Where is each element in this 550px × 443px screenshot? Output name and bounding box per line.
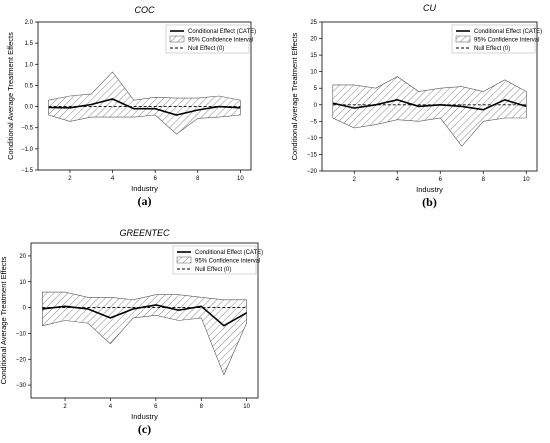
cate-line (332, 98, 527, 111)
y-tick-label: −30 (16, 383, 27, 389)
y-tick-label: −0.5 (21, 126, 34, 132)
legend-label: Conditional Effect (CATE) (195, 250, 263, 256)
x-tick-label: 2 (353, 177, 357, 183)
x-tick-label: 10 (523, 177, 530, 183)
x-tick-label: 8 (196, 176, 200, 182)
cate-line (48, 98, 241, 116)
y-tick-label: 0 (23, 306, 27, 312)
y-tick-label: 10 (19, 280, 26, 286)
x-axis-label: Industry (131, 412, 158, 421)
chart-title: COC (135, 5, 156, 15)
y-axis-label: Conditional Average Treatment Effects (290, 32, 299, 160)
y-tick-label: −20 (307, 169, 318, 175)
cate-line (42, 304, 247, 327)
legend-label: Null Effect (0) (474, 46, 510, 52)
y-tick-label: 25 (310, 20, 317, 26)
x-axis-label: Industry (416, 185, 443, 194)
chart-title: CU (423, 3, 436, 13)
x-axis-label: Industry (131, 184, 158, 193)
confidence-band (332, 76, 527, 147)
x-tick-label: 4 (396, 177, 400, 183)
x-tick-label: 10 (243, 404, 250, 410)
y-axis-label: Conditional Average Treatment Effects (6, 32, 15, 160)
panel-label: (a) (138, 194, 152, 208)
y-tick-label: 0.5 (25, 83, 34, 89)
panel-label: (c) (138, 422, 151, 436)
x-tick-label: 2 (68, 176, 72, 182)
legend-swatch-ci (169, 35, 185, 43)
y-axis-label: Conditional Average Treatment Effects (0, 256, 8, 384)
y-tick-label: 1.5 (25, 41, 34, 47)
plot-frame (321, 21, 538, 172)
confidence-band (48, 71, 241, 135)
legend-label: Conditional Effect (CATE) (474, 29, 542, 35)
y-tick-label: 10 (310, 70, 317, 76)
chart-panel-2: 2 4 6 8 10 −30 −20 −10 0 10 20 GREENTEC Industry Cond… (0, 228, 263, 436)
x-tick-label: 6 (153, 176, 157, 182)
y-tick-label: 20 (310, 37, 317, 43)
x-tick-label: 2 (63, 404, 67, 410)
y-tick-label: 20 (19, 254, 26, 260)
chart-panel-1: 2 4 6 8 10 −20 −15 −10 −5 0 5 10 15 20 25 CU Industry Con… (290, 3, 542, 209)
chart-panel-0: 2 4 6 8 10 −1.5 −1.0 −0.5 0.0 0.5 1.0 1.5 2.0 COC Indu… (6, 5, 256, 208)
y-tick-label: −1.0 (21, 147, 34, 153)
panel-label: (b) (422, 195, 437, 209)
legend-label: 95% Confidence Interval (188, 38, 253, 44)
y-tick-label: 0.0 (25, 105, 34, 111)
legend-label: 95% Confidence Interval (474, 38, 539, 44)
legend-label: Conditional Effect (CATE) (188, 29, 256, 35)
legend-swatch-ci (455, 35, 471, 43)
y-tick-label: 15 (310, 53, 317, 59)
x-tick-label: 8 (482, 177, 486, 183)
confidence-band (42, 291, 247, 376)
x-tick-label: 4 (109, 404, 113, 410)
y-tick-label: −10 (307, 136, 318, 142)
y-tick-label: 0 (314, 103, 318, 109)
y-tick-label: −1.5 (21, 168, 34, 174)
x-tick-label: 8 (200, 404, 204, 410)
plot-frame (37, 21, 252, 171)
y-tick-label: −10 (16, 331, 27, 337)
legend-label: Null Effect (0) (188, 46, 224, 52)
legend-label: 95% Confidence Interval (195, 259, 260, 265)
x-tick-label: 10 (237, 176, 244, 182)
x-tick-label: 4 (111, 176, 115, 182)
y-tick-label: −15 (307, 152, 318, 158)
chart-title: GREENTEC (119, 228, 170, 238)
y-tick-label: 1.0 (25, 62, 34, 68)
y-tick-label: −5 (310, 119, 318, 125)
y-tick-label: 2.0 (25, 20, 34, 26)
y-tick-label: −20 (16, 357, 27, 363)
plot-frame (30, 242, 259, 399)
x-tick-label: 6 (439, 177, 443, 183)
legend-label: Null Effect (0) (195, 267, 231, 273)
y-tick-label: 5 (314, 86, 318, 92)
legend-swatch-ci (176, 256, 192, 264)
x-tick-label: 6 (154, 404, 158, 410)
